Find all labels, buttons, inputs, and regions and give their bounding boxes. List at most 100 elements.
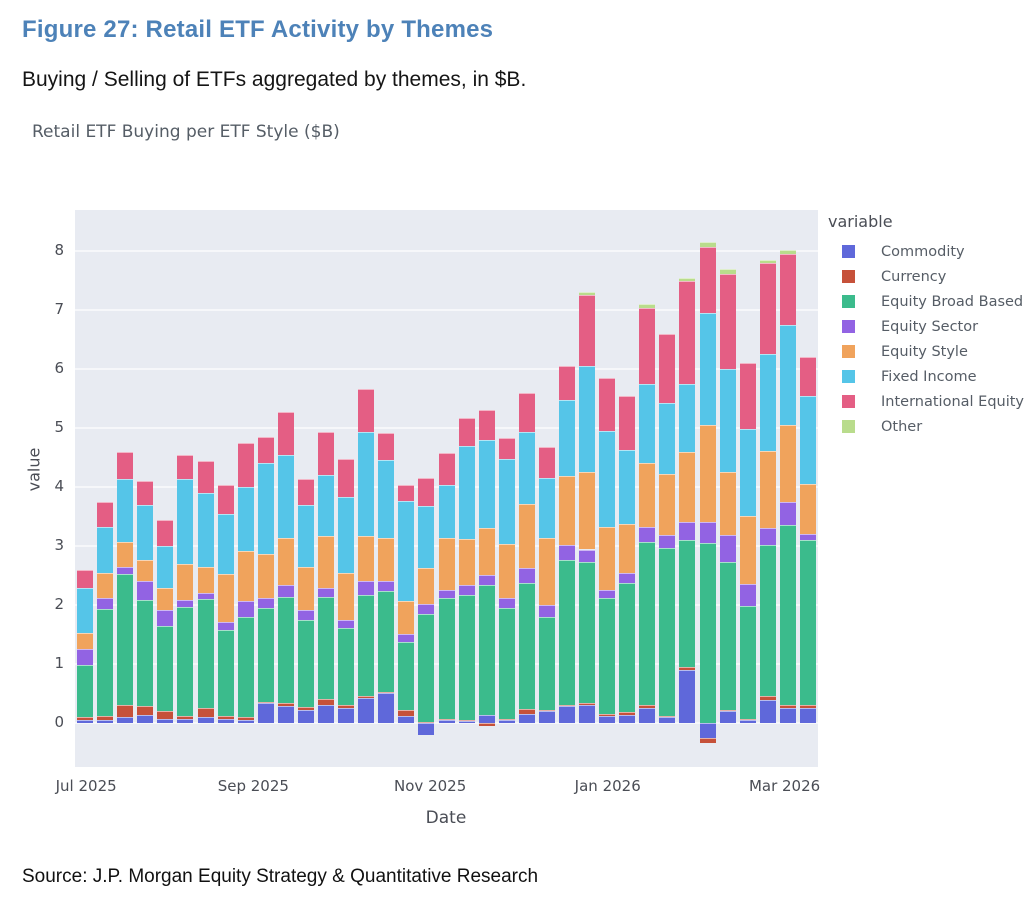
bar-segment-commodity [799,708,816,723]
bar-segment-fixed-income [759,353,776,452]
bar-segment-equity-style [297,567,314,611]
y-tick-label-4: 4 [54,477,64,496]
legend: variable Commodity Currency Equity Broad B… [828,212,1028,439]
bar-week-5 [157,210,174,767]
bar-segment-equity-broad-based [438,598,455,719]
bar-segment-currency [659,715,676,717]
bar-segment-commodity [579,705,596,723]
bar-segment-equity-broad-based [418,613,435,722]
bar-segment-international-equity [97,502,114,527]
legend-item-international-equity[interactable]: International Equity [828,389,1028,414]
bar-segment-fixed-income [197,492,214,567]
legend-item-fixed-income[interactable]: Fixed Income [828,364,1028,389]
bar-segment-equity-sector [177,599,194,607]
bar-segment-commodity [297,709,314,723]
bar-segment-commodity [318,705,334,723]
legend-item-commodity[interactable]: Commodity [828,239,1028,264]
bar-segment-equity-sector [297,610,314,621]
bar-segment-international-equity [318,431,334,476]
bar-segment-currency [599,713,616,716]
y-tick-label-1: 1 [54,653,64,672]
bar-segment-equity-broad-based [478,584,495,715]
bar-segment-currency [398,709,415,716]
bar-segment-commodity [739,719,756,723]
bar-segment-fixed-income [297,504,314,568]
bar-segment-equity-style [498,543,515,598]
bar-week-9 [237,210,254,767]
bar-segment-currency [297,706,314,710]
bar-segment-equity-sector [277,584,294,597]
bar-segment-international-equity [358,389,375,433]
bar-segment-equity-broad-based [679,540,696,667]
bar-week-4 [137,210,154,767]
bar-segment-fixed-income [599,431,616,528]
bar-week-3 [117,210,134,767]
bar-segment-commodity [639,708,656,723]
bar-segment-commodity [117,717,134,723]
y-tick-label-2: 2 [54,594,64,613]
chart-title: Retail ETF Buying per ETF Style ($B) [32,122,340,142]
bar-segment-equity-broad-based [498,607,515,719]
legend-label: Fixed Income [881,368,977,385]
bar-segment-equity-sector [659,534,676,549]
gridline-y-5 [75,427,818,430]
bar-segment-equity-broad-based [378,590,395,692]
bar-segment-equity-broad-based [739,606,756,719]
bar-segment-currency [799,705,816,709]
bar-segment-commodity [498,720,515,723]
bar-segment-commodity [659,716,676,723]
legend-item-equity-sector[interactable]: Equity Sector [828,314,1028,339]
bar-segment-currency [639,704,656,709]
bar-segment-equity-style [358,535,375,582]
legend-item-equity-style[interactable]: Equity Style [828,339,1028,364]
bar-segment-equity-broad-based [277,596,294,704]
bar-segment-currency [759,695,776,700]
bar-segment-currency [779,704,796,709]
bar-segment-equity-style [177,564,194,600]
bar-segment-equity-sector [518,567,535,583]
legend-swatch-international-equity [842,395,855,408]
bar-segment-commodity [458,721,475,723]
gridline-y-8 [75,250,818,253]
bar-segment-international-equity [297,478,314,505]
bar-segment-fixed-income [97,526,114,574]
bar-segment-equity-style [719,471,736,536]
bar-segment-international-equity [538,446,555,478]
bar-segment-equity-broad-based [398,642,415,710]
bar-segment-international-equity [257,436,274,464]
bar-segment-equity-style [579,471,596,550]
bar-week-30 [659,210,676,767]
bar-segment-equity-sector [679,522,696,541]
plot-area [75,210,818,767]
bar-segment-fixed-income [358,432,375,536]
bar-segment-equity-sector [318,587,334,597]
bar-week-14 [338,210,355,767]
bar-segment-currency [318,699,334,706]
bar-segment-equity-sector [579,549,596,563]
bar-segment-equity-style [237,551,254,601]
bar-segment-fixed-income [659,403,676,475]
bar-segment-commodity [759,699,776,723]
legend-swatch-currency [842,270,855,283]
legend-item-equity-broad-based[interactable]: Equity Broad Based [828,289,1028,314]
bar-week-25 [558,210,575,767]
legend-item-other[interactable]: Other [828,414,1028,439]
bar-segment-equity-broad-based [458,594,475,720]
bar-segment-commodity [77,719,94,723]
bar-segment-currency [137,705,154,715]
figure-subtitle: Buying / Selling of ETFs aggregated by t… [22,68,527,91]
bar-segment-equity-broad-based [318,596,334,700]
bar-segment-international-equity [117,451,134,479]
bar-segment-commodity [398,715,415,723]
bar-week-24 [538,210,555,767]
bar-segment-equity-sector [599,590,616,599]
bar-segment-fixed-income [137,505,154,560]
bar-segment-equity-style [157,588,174,611]
legend-item-currency[interactable]: Currency [828,264,1028,289]
bar-segment-international-equity [799,357,816,396]
bar-segment-fixed-income [739,429,756,517]
bar-segment-international-equity [458,418,475,447]
bar-segment-currency [518,709,535,714]
bar-segment-equity-sector [478,575,495,585]
bar-segment-currency [237,717,254,720]
